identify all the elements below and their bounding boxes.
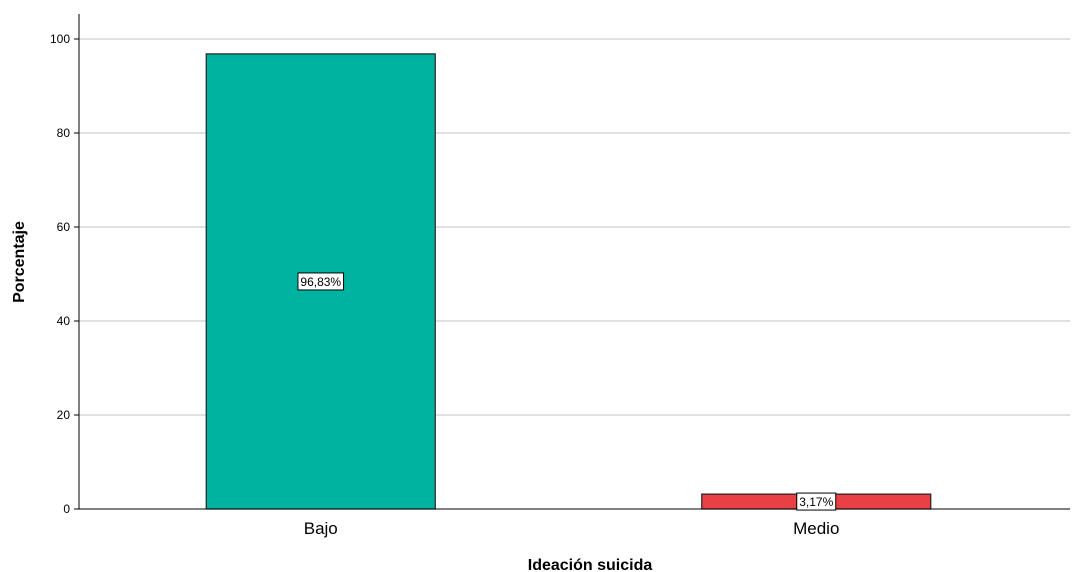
y-tick-label: 100 xyxy=(50,32,70,46)
x-axis-title: Ideación suicida xyxy=(528,557,653,572)
y-axis-title: Porcentaje xyxy=(11,221,28,303)
y-axis-ticks: 0 20 40 60 80 100 xyxy=(50,32,79,516)
x-category-label: Medio xyxy=(793,519,839,538)
axes xyxy=(78,14,1070,510)
data-labels: 96,83% 3,17% xyxy=(297,272,837,511)
data-label: 3,17% xyxy=(799,495,833,509)
y-tick-label: 40 xyxy=(57,314,71,328)
y-tick-label: 0 xyxy=(63,502,70,516)
data-label-box xyxy=(796,492,837,511)
y-tick-label: 60 xyxy=(57,220,71,234)
data-label-box xyxy=(297,272,345,291)
y-tick-label: 20 xyxy=(57,408,71,422)
x-category-label: Bajo xyxy=(304,519,338,538)
x-axis-categories: Bajo Medio xyxy=(304,519,840,538)
data-label: 96,83% xyxy=(300,275,341,289)
y-tick-label: 80 xyxy=(57,126,71,140)
